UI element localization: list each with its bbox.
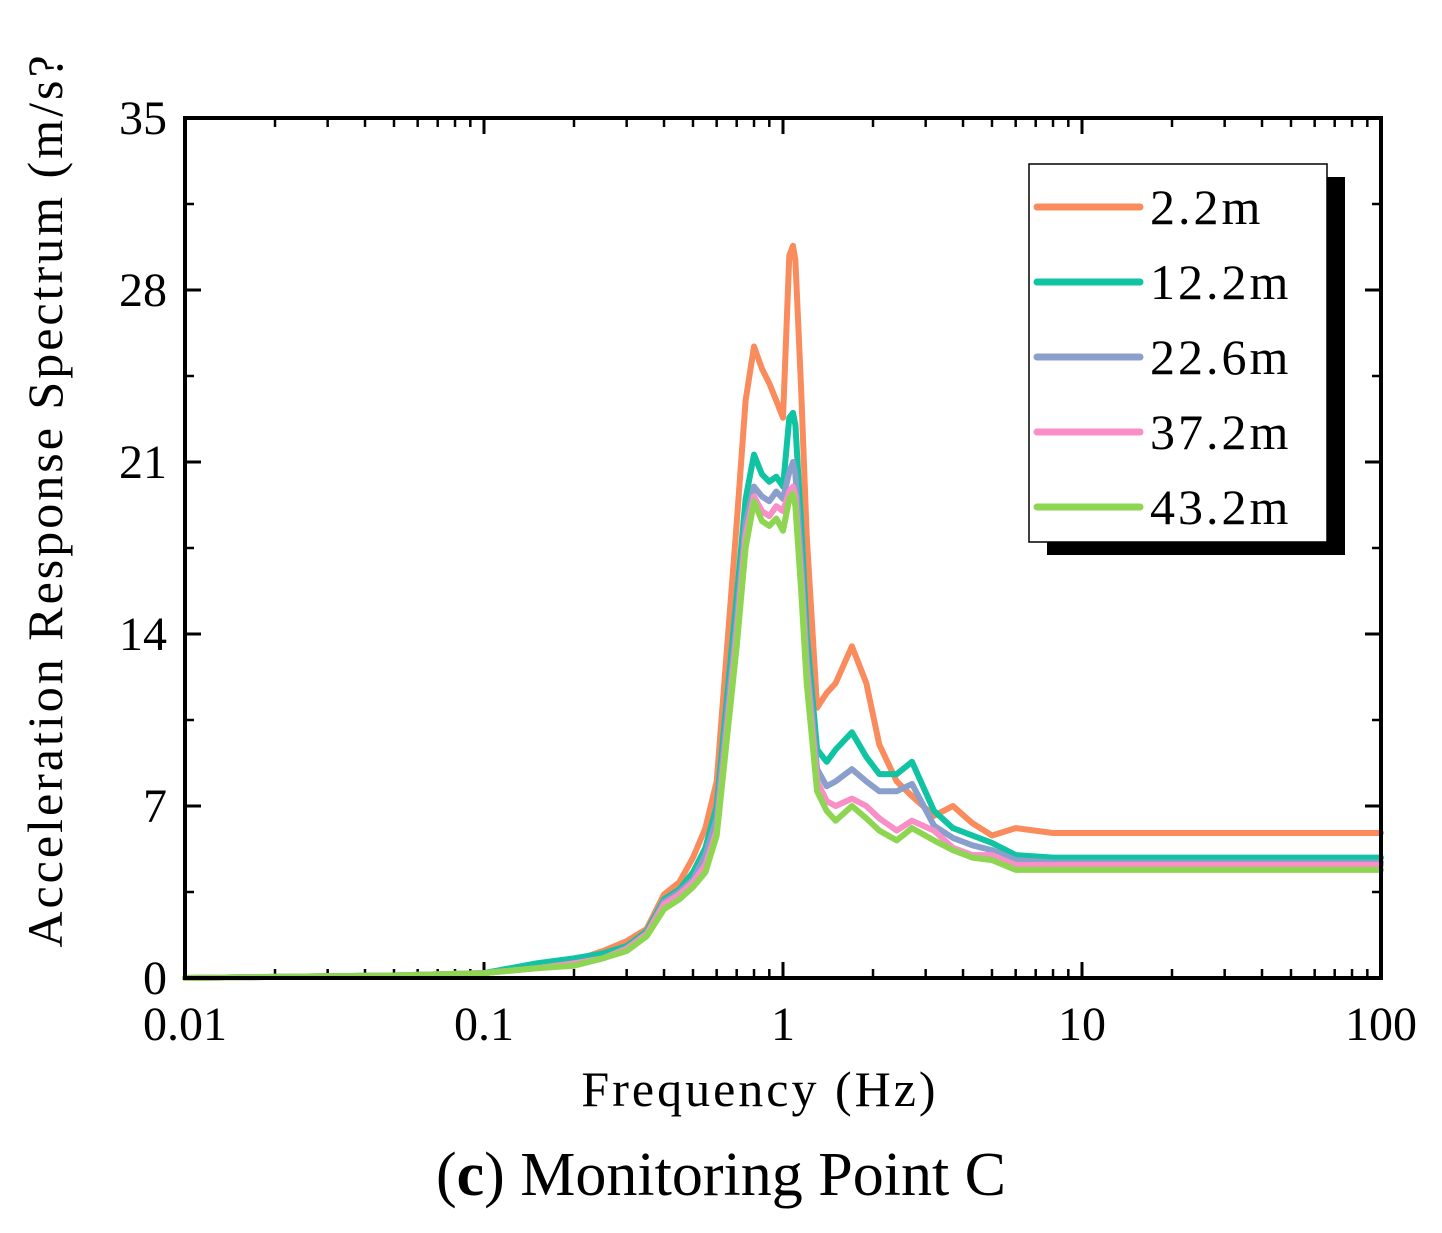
caption-text: Monitoring Point C <box>520 1141 1007 1209</box>
legend-label: 2.2m <box>1150 179 1263 235</box>
x-tick-label: 10 <box>1058 998 1106 1051</box>
legend-label: 37.2m <box>1150 404 1291 460</box>
legend: 2.2m 12.2m 22.6m 37.2m 43.2m <box>1028 163 1345 555</box>
y-tick-label: 21 <box>119 436 167 489</box>
y-tick-label: 14 <box>119 608 167 661</box>
x-tick-label: 0.1 <box>454 998 514 1051</box>
plot-frame <box>183 116 1383 980</box>
y-tick-label: 0 <box>143 952 167 1005</box>
legend-label: 22.6m <box>1150 329 1291 385</box>
y-axis-title: Acceleration Response Spectrum (m/s? <box>17 52 73 947</box>
series-line-43.2m <box>182 490 1384 981</box>
series-line-37.2m <box>182 483 1384 981</box>
tick-labels: 0.01 0.1 1 10 100 0 7 14 21 28 35 <box>119 92 1417 1051</box>
x-tick-label: 1 <box>771 998 795 1051</box>
y-tick-label: 7 <box>143 780 167 833</box>
x-tick-label: 100 <box>1345 998 1417 1051</box>
y-tick-label: 28 <box>119 264 167 317</box>
legend-label: 43.2m <box>1150 479 1291 535</box>
y-tick-label: 35 <box>119 92 167 145</box>
figure-caption: (c) Monitoring Point C <box>435 1141 1007 1209</box>
x-axis-title: Frequency (Hz) <box>581 1061 938 1117</box>
series-lines <box>182 242 1384 981</box>
legend-label: 12.2m <box>1150 254 1291 310</box>
caption-letter: c <box>456 1141 485 1209</box>
x-tick-label: 0.01 <box>143 998 227 1051</box>
legend-box <box>1028 163 1328 543</box>
